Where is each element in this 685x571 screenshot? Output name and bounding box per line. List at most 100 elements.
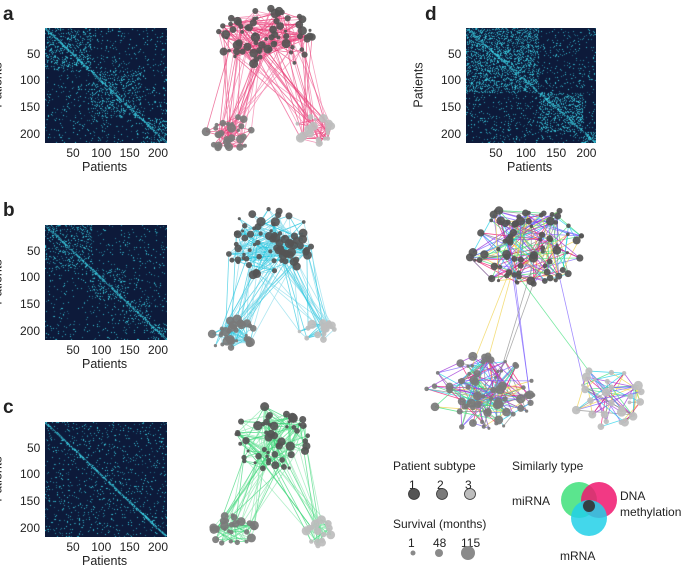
x-tick-label: 200: [147, 343, 169, 357]
survival-label-1: 1: [408, 536, 415, 550]
network-node: [627, 400, 632, 405]
network-node: [566, 232, 570, 237]
network-node: [521, 385, 526, 390]
network-node: [245, 261, 253, 269]
network-edge: [480, 232, 511, 237]
y-axis-label: Patients: [0, 455, 5, 502]
legend-markers: [408, 488, 476, 560]
heatmap-d: [466, 28, 596, 143]
network-edge: [302, 36, 313, 137]
network-node: [608, 399, 615, 407]
network-edge: [205, 50, 230, 132]
network-edge: [278, 10, 332, 127]
network-graph-b: [207, 207, 337, 351]
network-node: [231, 520, 240, 528]
network-node: [597, 423, 605, 431]
network-node: [538, 237, 543, 242]
network-node: [283, 33, 290, 40]
network-node: [267, 47, 273, 53]
network-node: [264, 433, 273, 442]
network-node: [505, 235, 514, 244]
venn-diagram: [561, 482, 617, 536]
network-node: [226, 123, 237, 133]
network-node: [257, 54, 263, 60]
network-node: [538, 212, 544, 218]
network-node: [236, 143, 244, 151]
network-node: [470, 364, 474, 368]
network-node: [488, 355, 492, 359]
network-node: [473, 370, 481, 378]
network-edge: [303, 221, 330, 326]
network-node: [487, 426, 491, 430]
network-node: [275, 442, 283, 450]
network-node: [298, 234, 308, 244]
network-edge: [434, 406, 507, 413]
subtype-label-1: 1: [409, 478, 416, 492]
network-node: [276, 22, 284, 30]
network-node: [621, 370, 627, 376]
network-node: [637, 388, 645, 396]
x-axis-label: Patients: [82, 160, 128, 174]
network-node: [476, 257, 483, 263]
network-edge: [499, 221, 546, 282]
network-node: [253, 40, 259, 46]
network-node: [235, 114, 241, 121]
network-node: [287, 420, 291, 424]
network-node: [503, 383, 507, 388]
x-tick-label: 100: [515, 146, 536, 160]
network-node: [468, 248, 478, 257]
heatmap-c: [45, 422, 167, 537]
network-edge: [257, 226, 330, 323]
network-node: [266, 450, 270, 455]
y-tick-label: 100: [20, 73, 41, 88]
network-node: [219, 119, 227, 127]
network-node: [503, 254, 510, 261]
network-edge: [258, 50, 314, 127]
network-node: [245, 23, 253, 32]
network-node: [229, 529, 234, 535]
network-node: [207, 329, 217, 339]
network-node: [480, 419, 485, 424]
heatmap-canvas: [45, 422, 167, 537]
network-node: [480, 358, 486, 365]
network-node: [588, 410, 597, 419]
network-node: [309, 539, 314, 544]
network-node: [241, 454, 247, 461]
network-node: [239, 48, 246, 55]
network-node: [212, 536, 220, 544]
network-node: [267, 4, 275, 13]
network-node: [301, 51, 308, 58]
network-node: [233, 48, 241, 56]
network-node: [549, 212, 555, 217]
network-node: [546, 274, 554, 282]
panel-letter-a: a: [3, 4, 14, 25]
network-node: [308, 121, 318, 132]
network-node: [497, 264, 503, 270]
network-node: [513, 362, 520, 369]
network-node: [522, 209, 529, 217]
network-node: [576, 254, 584, 262]
network-node: [571, 405, 581, 415]
network-node: [269, 421, 279, 431]
network-graph-c: [209, 402, 336, 549]
network-edge: [260, 233, 329, 326]
network-edge: [611, 387, 634, 417]
network-nodes: [424, 206, 645, 431]
network-node: [545, 216, 555, 226]
network-edge: [249, 273, 258, 326]
network-edge: [274, 464, 332, 536]
y-tick-label: 200: [20, 520, 41, 535]
network-edge: [285, 252, 324, 340]
network-node: [234, 539, 240, 546]
network-node: [266, 411, 273, 419]
network-node: [593, 377, 597, 382]
network-node: [213, 125, 219, 131]
network-node: [587, 397, 594, 404]
heatmap-canvas: [45, 28, 167, 143]
x-tick-label: 200: [147, 540, 169, 554]
network-node: [553, 220, 559, 225]
x-tick-label: 100: [91, 540, 112, 554]
network-node: [247, 323, 253, 329]
network-edge: [263, 445, 280, 469]
panel-letter-b: b: [3, 200, 15, 221]
